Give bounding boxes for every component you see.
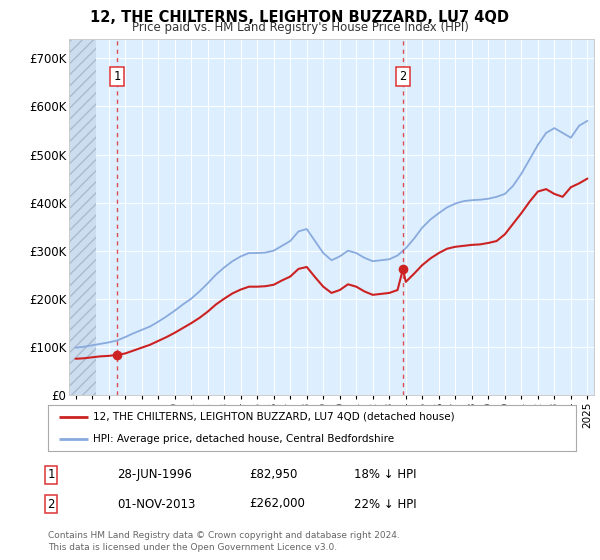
Bar <box>69 39 96 395</box>
Text: 2: 2 <box>47 497 55 511</box>
Text: 22% ↓ HPI: 22% ↓ HPI <box>354 497 416 511</box>
Text: 28-JUN-1996: 28-JUN-1996 <box>117 468 192 482</box>
Text: £82,950: £82,950 <box>249 468 298 482</box>
Text: 2: 2 <box>400 70 407 83</box>
Text: 12, THE CHILTERNS, LEIGHTON BUZZARD, LU7 4QD (detached house): 12, THE CHILTERNS, LEIGHTON BUZZARD, LU7… <box>93 412 455 422</box>
Text: Contains HM Land Registry data © Crown copyright and database right 2024.
This d: Contains HM Land Registry data © Crown c… <box>48 531 400 552</box>
Text: 18% ↓ HPI: 18% ↓ HPI <box>354 468 416 482</box>
Text: Price paid vs. HM Land Registry's House Price Index (HPI): Price paid vs. HM Land Registry's House … <box>131 21 469 34</box>
Text: 1: 1 <box>47 468 55 482</box>
Text: £262,000: £262,000 <box>249 497 305 511</box>
Text: 1: 1 <box>113 70 120 83</box>
Text: 12, THE CHILTERNS, LEIGHTON BUZZARD, LU7 4QD: 12, THE CHILTERNS, LEIGHTON BUZZARD, LU7… <box>91 10 509 25</box>
Text: HPI: Average price, detached house, Central Bedfordshire: HPI: Average price, detached house, Cent… <box>93 434 394 444</box>
Text: 01-NOV-2013: 01-NOV-2013 <box>117 497 196 511</box>
